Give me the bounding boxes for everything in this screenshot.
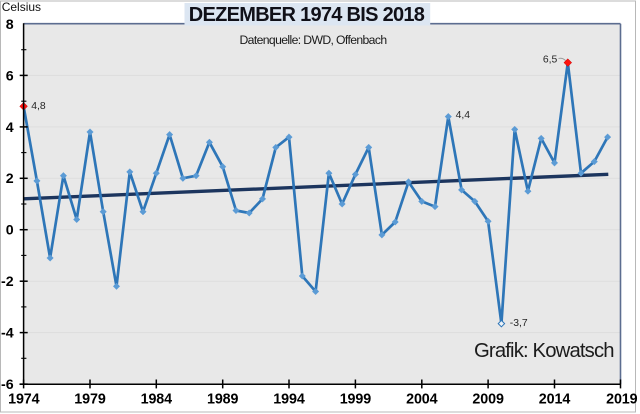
svg-text:2004: 2004	[406, 391, 438, 407]
svg-text:-3,7: -3,7	[510, 318, 528, 329]
svg-text:2014: 2014	[539, 391, 571, 407]
svg-text:Celsius: Celsius	[2, 0, 41, 14]
svg-text:2: 2	[6, 171, 14, 187]
svg-text:1989: 1989	[207, 391, 239, 407]
svg-text:Grafik: Kowatsch: Grafik: Kowatsch	[474, 340, 614, 362]
svg-text:DEZEMBER 1974 BIS 2018: DEZEMBER 1974 BIS 2018	[189, 4, 425, 26]
svg-text:1999: 1999	[340, 391, 372, 407]
svg-text:-6: -6	[1, 377, 14, 393]
svg-text:2009: 2009	[472, 391, 504, 407]
svg-text:8: 8	[6, 17, 14, 33]
svg-text:4,4: 4,4	[456, 110, 471, 121]
svg-text:2019: 2019	[606, 391, 638, 407]
svg-text:-4: -4	[1, 326, 14, 342]
svg-text:4: 4	[6, 120, 14, 136]
svg-text:6: 6	[6, 68, 14, 84]
svg-text:1974: 1974	[8, 391, 40, 407]
svg-text:4,8: 4,8	[31, 101, 46, 112]
svg-text:6,5: 6,5	[543, 55, 558, 66]
svg-text:-2: -2	[1, 274, 14, 290]
svg-text:Datenquelle: DWD, Offenbach: Datenquelle: DWD, Offenbach	[240, 33, 387, 47]
svg-text:1979: 1979	[74, 391, 106, 407]
svg-text:1994: 1994	[273, 391, 305, 407]
svg-text:1984: 1984	[141, 391, 173, 407]
svg-text:0: 0	[6, 223, 14, 239]
